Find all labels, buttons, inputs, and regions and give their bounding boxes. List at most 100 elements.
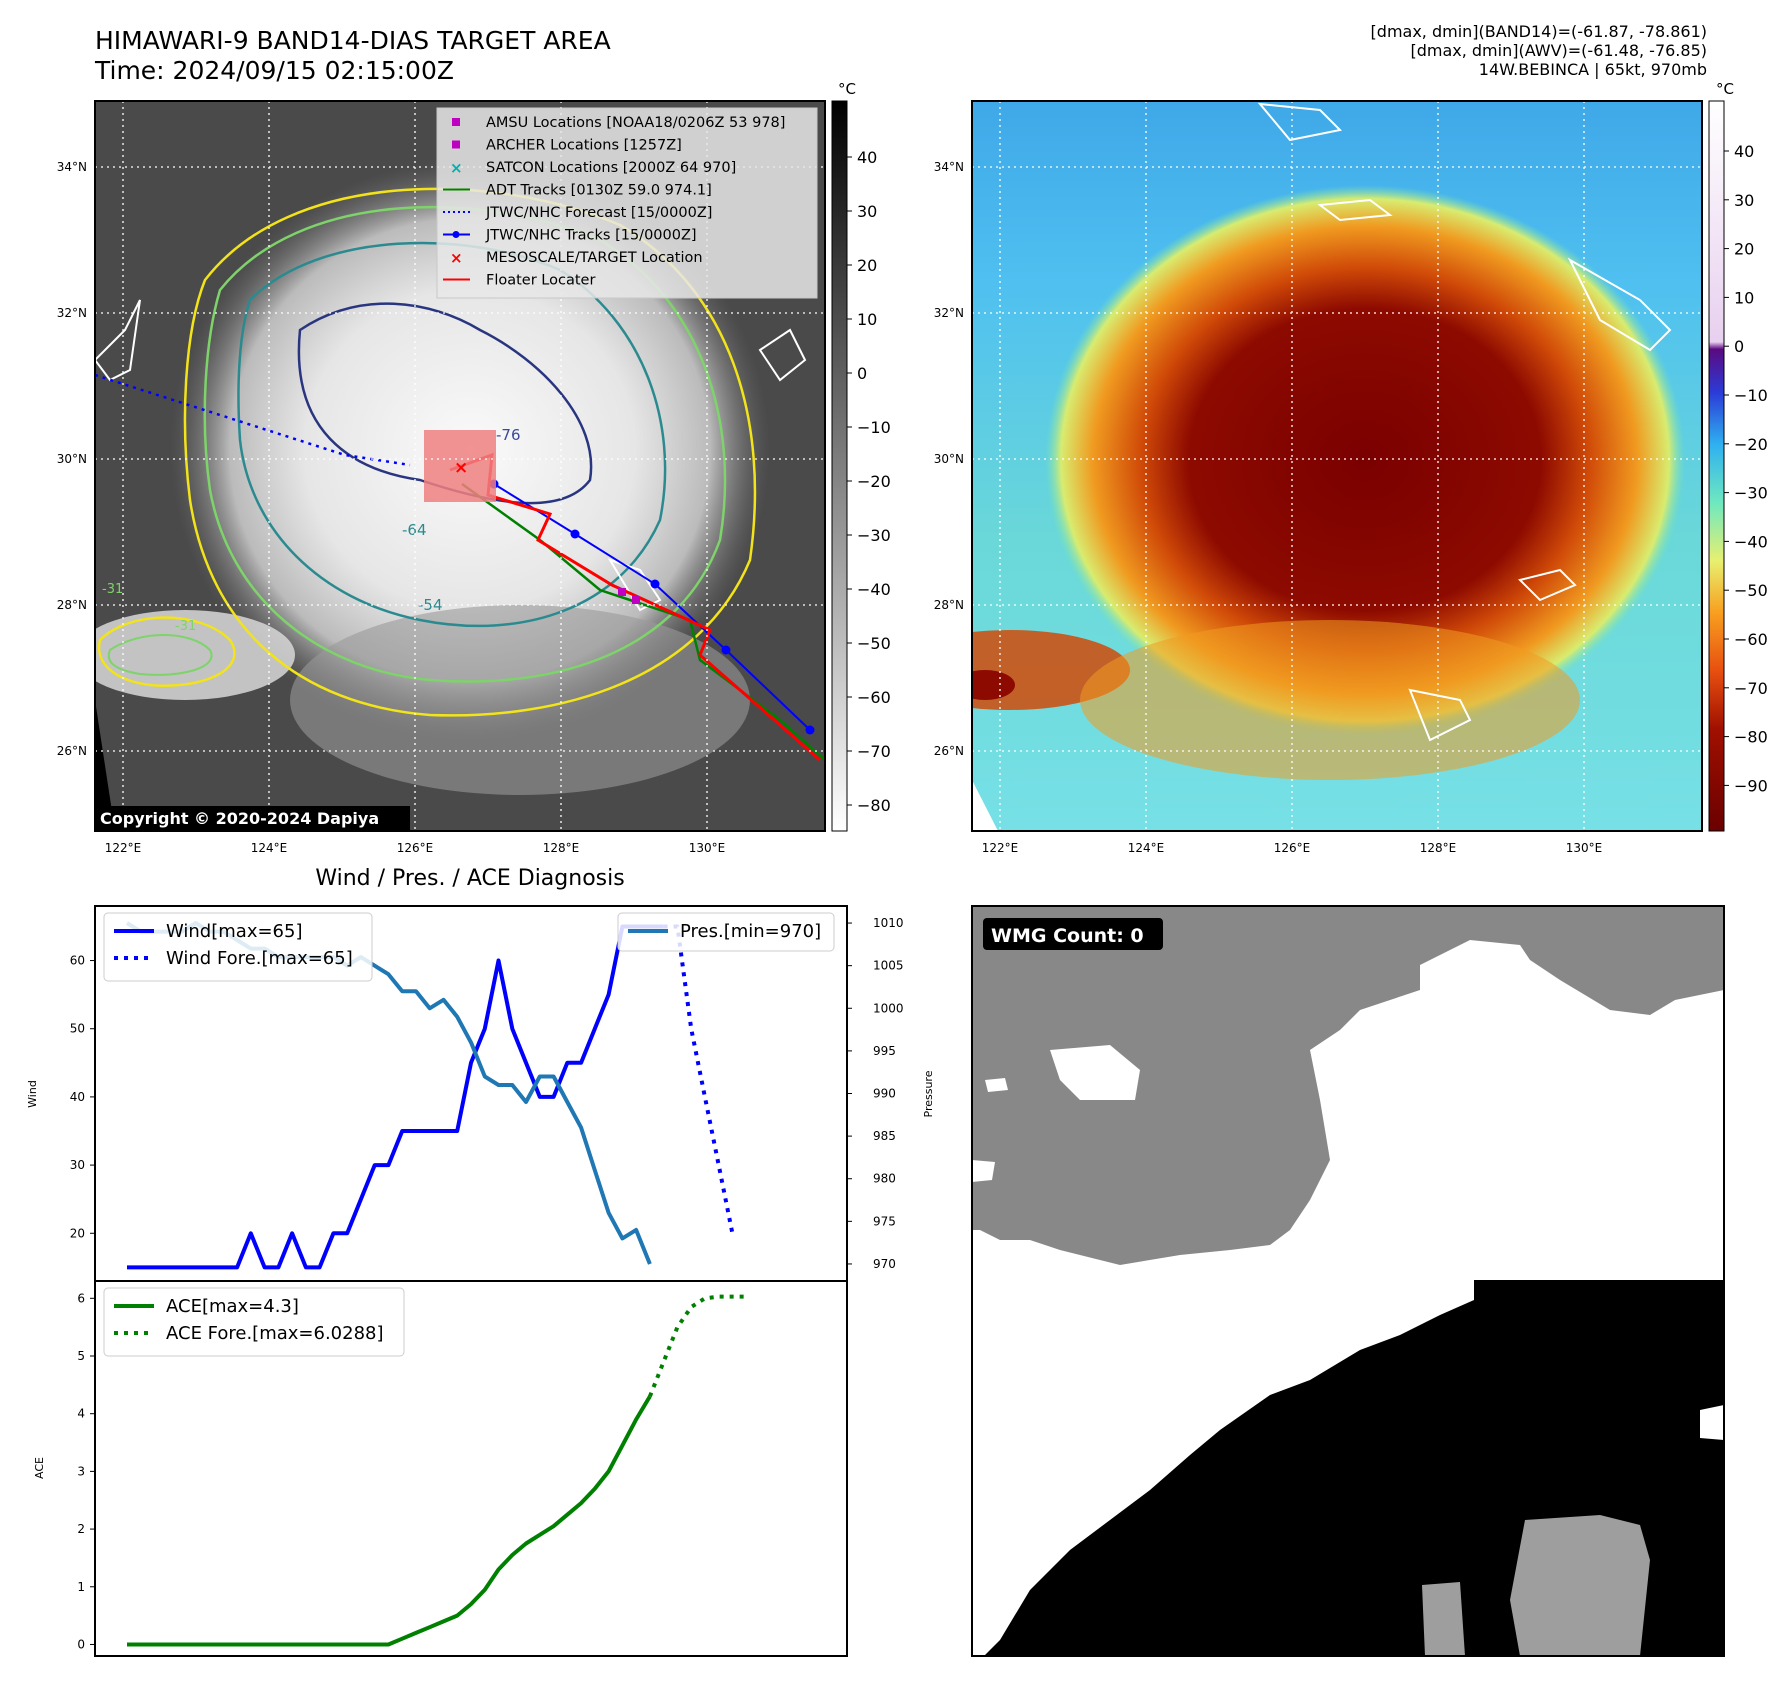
legend-box	[103, 912, 373, 982]
colorbar-tick-label: −40	[1734, 532, 1768, 551]
target-area-box	[424, 430, 496, 502]
chart-legend: Pres.[min=970]	[617, 912, 835, 952]
colorbar-tick-label: −30	[857, 526, 891, 545]
legend-entry: ARCHER Locations [1257Z]	[452, 138, 682, 154]
legend-label: ACE[max=4.3]	[166, 1296, 299, 1317]
y-tick-label: 60	[70, 954, 85, 968]
map-axis-ticks: 122°E 124°E 126°E 128°E 130°E 34°N 32°N 30°N 28°…	[57, 160, 1603, 855]
colorbar-tick-label: −10	[1734, 386, 1768, 405]
colorbar-tick-label: 0	[1734, 337, 1744, 356]
chart-legend: Wind[max=65] Wind Fore.[max=65]	[103, 912, 373, 982]
y-right-tick-label: 970	[873, 1257, 896, 1271]
wind-axis-label: Wind	[26, 1080, 39, 1108]
lon-tick-label: 126°E	[397, 841, 434, 855]
colorbar-tick-label: 0	[857, 364, 867, 383]
ace-chart: 0 1 2 3 4 5 6 ACE[max=4.3] ACE Fore.[max=6.0288]…	[33, 1280, 848, 1657]
y-tick-label: 40	[70, 1090, 85, 1104]
legend-label: Wind[max=65]	[166, 921, 303, 942]
wv-image	[972, 101, 1702, 831]
pressure-axis-label: Pressure	[922, 1070, 935, 1117]
colorbar-tick-label: −40	[857, 580, 891, 599]
archer-marker	[618, 588, 626, 596]
title-line-1: HIMAWARI-9 BAND14-DIAS TARGET AREA	[95, 26, 611, 55]
figure-title: HIMAWARI-9 BAND14-DIAS TARGET AREA Time:…	[95, 26, 611, 86]
lat-tick-label: 30°N	[934, 452, 964, 466]
colorbar-tick-label: 40	[1734, 142, 1754, 161]
ir-legend: AMSU Locations [NOAA18/0206Z 53 978] ARCH…	[436, 107, 818, 299]
target-location-marker: ×	[454, 458, 468, 478]
legend-entry: × SATCON Locations [2000Z 64 970]	[450, 159, 736, 177]
legend-marker	[452, 140, 460, 149]
lon-tick-label: 122°E	[982, 841, 1019, 855]
lon-tick-label: 130°E	[689, 841, 726, 855]
legend-label: MESOSCALE/TARGET Location	[486, 250, 703, 266]
legend-label: ACE Fore.[max=6.0288]	[166, 1323, 384, 1344]
colorbar-tick-label: 30	[857, 202, 877, 221]
series-line	[127, 924, 664, 1270]
y-tick-label: 2	[77, 1522, 85, 1536]
lat-tick-label: 28°N	[934, 598, 964, 612]
lon-tick-label: 128°E	[543, 841, 580, 855]
legend-entry: JTWC/NHC Forecast [15/0000Z]	[443, 205, 712, 221]
lon-tick-label: 128°E	[1420, 841, 1457, 855]
legend-label: ADT Tracks [0130Z 59.0 974.1]	[486, 183, 712, 199]
colorbar-tick-label: −70	[1734, 679, 1768, 698]
colorbar-tick-label: 20	[1734, 240, 1754, 259]
lon-tick-label: 124°E	[1128, 841, 1165, 855]
legend-marker	[452, 118, 460, 126]
legend-label: AMSU Locations [NOAA18/0206Z 53 978]	[486, 115, 785, 131]
y-tick-label: 30	[70, 1158, 85, 1172]
chart-legend: ACE[max=4.3] ACE Fore.[max=6.0288]	[103, 1287, 405, 1357]
lat-tick-label: 34°N	[57, 160, 87, 174]
colorbar-tick-label: 30	[1734, 191, 1754, 210]
lon-tick-label: 126°E	[1274, 841, 1311, 855]
colorbar-tick-label: −20	[1734, 435, 1768, 454]
y-right-tick-label: 980	[873, 1172, 896, 1186]
intensity-info: [dmax, dmin](BAND14)=(-61.87, -78.861) […	[1371, 22, 1707, 79]
lat-tick-label: 32°N	[934, 306, 964, 320]
y-right-tick-label: 1000	[873, 1001, 904, 1015]
colorbar-tick-label: −10	[857, 418, 891, 437]
lat-tick-label: 34°N	[934, 160, 964, 174]
legend-box	[103, 1287, 405, 1357]
lat-tick-label: 26°N	[934, 744, 964, 758]
wmg-panel: WMG Count: 0	[971, 905, 1725, 1657]
colorbar-tick-label: −30	[1734, 484, 1768, 503]
y-tick-label: 6	[77, 1291, 85, 1305]
contour-label: -54	[418, 596, 443, 614]
ir-colorbar: °C 40 30 20 10 0 −10 −20 −30 −40 −50 −60 −70 −80	[831, 80, 891, 832]
colorbar-tick-label: −50	[1734, 581, 1768, 600]
colorbar-tick-label: −60	[1734, 630, 1768, 649]
y-tick-label: 50	[70, 1022, 85, 1036]
wv-gridlines	[972, 101, 1702, 831]
info-line-3: 14W.BEBINCA | 65kt, 970mb	[1478, 60, 1707, 79]
y-right-tick-label: 990	[873, 1087, 896, 1101]
legend-label: SATCON Locations [2000Z 64 970]	[486, 160, 736, 176]
legend-label: ARCHER Locations [1257Z]	[486, 138, 682, 154]
ir-panel: × -76 -64 -54 -31 -31 AMSU Locations [NO…	[94, 80, 891, 832]
y-right-tick-label: 1005	[873, 959, 904, 973]
title-line-2: Time: 2024/09/15 02:15:00Z	[95, 56, 454, 85]
copyright-text: Copyright © 2020-2024 Dapiya	[100, 809, 379, 828]
y-tick-label: 1	[77, 1580, 85, 1594]
y-right-tick-label: 1010	[873, 916, 904, 930]
y-tick-label: 3	[77, 1464, 85, 1478]
colorbar-tick-label: 40	[857, 148, 877, 167]
colorbar-tick-label: −50	[857, 634, 891, 653]
colorbar-tick-label: −60	[857, 688, 891, 707]
series-line	[127, 1395, 652, 1647]
y-right-tick-label: 975	[873, 1214, 896, 1228]
colorbar-tick-label: 20	[857, 256, 877, 275]
colorbar-unit: °C	[838, 80, 856, 98]
ace-axis-label: ACE	[33, 1457, 46, 1479]
legend-label: Wind Fore.[max=65]	[166, 948, 353, 969]
contour-label: -31	[102, 582, 123, 597]
lon-tick-label: 122°E	[105, 841, 142, 855]
ir-image: × -76 -64 -54 -31 -31	[95, 101, 825, 831]
legend-entry: AMSU Locations [NOAA18/0206Z 53 978]	[452, 115, 785, 131]
y-tick-label: 0	[77, 1637, 85, 1651]
wv-panel: °C 40 30 20 10 0 −10 −20 −30 −40 −50 −60 −70 −80 −90	[971, 80, 1768, 832]
y-tick-label: 5	[77, 1349, 85, 1363]
lon-tick-label: 130°E	[1566, 841, 1603, 855]
legend-entry: × MESOSCALE/TARGET Location	[450, 249, 703, 267]
